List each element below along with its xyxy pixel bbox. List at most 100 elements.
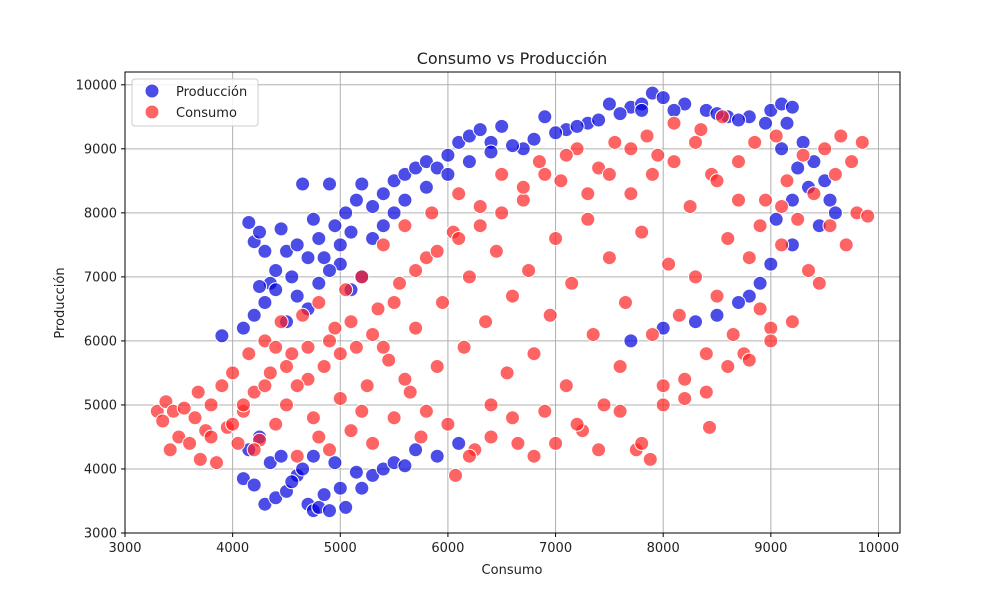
data-point [155, 413, 171, 429]
data-point [262, 365, 278, 381]
data-point [322, 503, 337, 519]
data-point [642, 451, 658, 467]
data-point [316, 250, 332, 266]
data-point [279, 359, 294, 374]
data-point [300, 339, 316, 355]
data-point [822, 192, 838, 208]
data-point [784, 99, 800, 115]
data-point [779, 173, 795, 189]
data-point [397, 458, 413, 474]
data-point [731, 112, 746, 128]
data-point [348, 192, 364, 208]
x-tick-label: 7000 [539, 541, 572, 556]
data-point [397, 371, 413, 387]
data-point [655, 378, 671, 394]
data-point [392, 275, 407, 291]
data-point [623, 141, 639, 157]
data-point [381, 352, 397, 368]
data-point [709, 307, 725, 323]
data-point [257, 243, 273, 259]
data-point [688, 269, 703, 285]
chart-title: Consumo vs Producción [417, 49, 608, 68]
data-point [300, 250, 316, 266]
data-point [505, 410, 520, 426]
data-point [284, 474, 300, 490]
data-point [241, 215, 257, 230]
data-point [268, 416, 284, 432]
data-point [375, 218, 391, 234]
data-point [375, 186, 391, 202]
data-points [149, 85, 876, 519]
data-point [483, 144, 499, 160]
data-point [747, 134, 763, 150]
data-point [677, 371, 693, 387]
data-point [542, 307, 558, 323]
data-point [311, 295, 327, 310]
data-point [585, 327, 601, 342]
data-point [472, 122, 488, 138]
data-point [235, 397, 251, 413]
data-point [752, 218, 768, 234]
legend-label-produccion: Producción [176, 85, 247, 100]
data-point [252, 224, 267, 240]
data-point [607, 134, 623, 150]
x-tick-label: 4000 [216, 541, 249, 556]
data-point [472, 218, 488, 234]
data-point [273, 314, 289, 330]
legend-label-consumo: Consumo [176, 106, 237, 121]
data-point [305, 410, 321, 426]
data-point [348, 339, 364, 355]
data-point [268, 263, 284, 278]
data-point [741, 352, 757, 368]
data-point [451, 186, 467, 202]
data-point [322, 176, 337, 192]
data-point [230, 435, 246, 451]
data-point [596, 397, 612, 413]
data-point [440, 416, 456, 432]
data-point [386, 205, 402, 221]
data-point [338, 205, 354, 221]
data-point [408, 263, 424, 278]
data-point [332, 391, 348, 406]
data-point [698, 384, 714, 400]
data-point [515, 179, 531, 195]
data-point [774, 237, 790, 253]
x-tick-label: 10000 [858, 541, 899, 556]
data-point [429, 359, 445, 374]
data-point [601, 250, 617, 266]
data-point [725, 327, 741, 342]
legend: Producción Consumo [131, 78, 259, 127]
y-tick-label: 10000 [76, 78, 117, 93]
data-point [190, 384, 206, 400]
data-point [591, 442, 607, 458]
y-tick-label: 9000 [84, 142, 117, 157]
data-point [327, 320, 343, 336]
series-produccion [214, 85, 843, 519]
data-point [289, 378, 305, 394]
data-point [548, 435, 564, 451]
data-point [397, 218, 413, 234]
data-point [548, 125, 564, 141]
x-tick-label: 3000 [108, 541, 141, 556]
data-point [246, 307, 262, 323]
data-point [558, 147, 574, 163]
data-point [418, 403, 434, 419]
data-point [461, 448, 477, 464]
data-point [548, 231, 564, 246]
data-point [354, 269, 370, 285]
data-point [494, 118, 510, 134]
data-point [763, 320, 779, 336]
data-point [741, 250, 757, 266]
data-point [709, 288, 725, 304]
data-point [451, 231, 467, 246]
data-point [521, 263, 537, 278]
legend-marker-consumo [144, 104, 160, 120]
data-point [225, 416, 241, 432]
data-point [639, 128, 655, 144]
data-point [569, 416, 585, 432]
data-point [774, 199, 790, 214]
data-point [483, 429, 499, 445]
data-point [822, 218, 838, 234]
data-point [343, 423, 359, 439]
